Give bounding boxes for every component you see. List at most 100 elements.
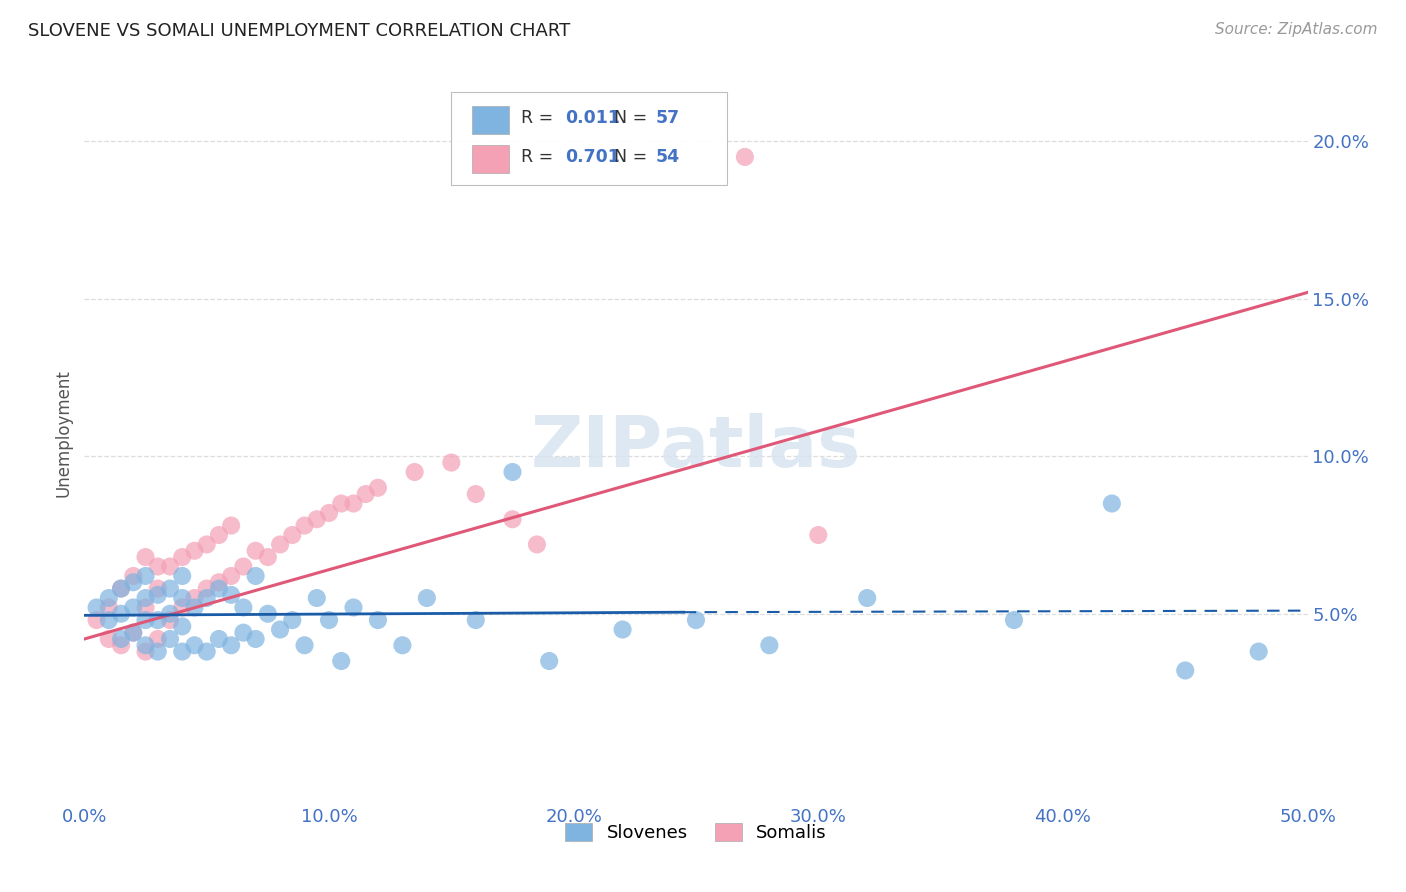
Text: 0.701: 0.701 [565,147,620,166]
Point [538,654,561,668]
Point [135,644,157,658]
Point [281,528,304,542]
Point [734,150,756,164]
Point [269,623,291,637]
Point [245,543,267,558]
Point [172,600,194,615]
Point [219,569,242,583]
FancyBboxPatch shape [451,92,727,185]
Point [146,613,169,627]
Point [135,550,157,565]
Point [122,625,145,640]
Point [269,537,291,551]
Point [208,582,231,596]
Point [219,518,242,533]
Point [367,613,389,627]
Point [685,613,707,627]
Point [97,600,120,615]
Text: 0.011: 0.011 [565,109,620,127]
Point [172,644,194,658]
Point [330,496,353,510]
Point [257,607,280,621]
Point [1101,496,1123,510]
Point [172,619,194,633]
Point [195,582,218,596]
Point [146,632,169,646]
Point [110,607,132,621]
Point [404,465,426,479]
Point [159,559,181,574]
Point [86,600,108,615]
Point [416,591,439,605]
Point [122,575,145,590]
Point [807,528,830,542]
Point [440,456,463,470]
Point [257,550,280,565]
Point [856,591,879,605]
Point [464,613,486,627]
Point [146,644,169,658]
Point [464,487,486,501]
Point [146,588,169,602]
Point [135,638,157,652]
Point [1247,644,1270,658]
Point [172,591,194,605]
Text: Source: ZipAtlas.com: Source: ZipAtlas.com [1215,22,1378,37]
Point [159,632,181,646]
Point [183,543,205,558]
Bar [472,106,509,135]
Point [330,654,353,668]
Point [342,496,364,510]
Point [245,569,267,583]
Text: ZIPatlas: ZIPatlas [531,413,860,482]
Point [122,569,145,583]
Point [122,625,145,640]
Point [305,512,328,526]
Legend: Slovenes, Somalis: Slovenes, Somalis [558,815,834,849]
Point [502,512,524,526]
Point [612,623,634,637]
Point [208,528,231,542]
Point [97,632,120,646]
Point [183,591,205,605]
Text: N =: N = [614,147,652,166]
Point [195,644,218,658]
Point [172,569,194,583]
Text: R =: R = [522,109,558,127]
Point [110,582,132,596]
Point [245,632,267,646]
Point [342,600,364,615]
Point [232,625,254,640]
Point [97,613,120,627]
Point [159,613,181,627]
Point [159,607,181,621]
Point [526,537,548,551]
Point [305,591,328,605]
Point [294,518,316,533]
Point [110,638,132,652]
Point [110,632,132,646]
Point [159,582,181,596]
Point [219,588,242,602]
Point [208,575,231,590]
Point [195,591,218,605]
Point [219,638,242,652]
Point [367,481,389,495]
Text: R =: R = [522,147,558,166]
Text: SLOVENE VS SOMALI UNEMPLOYMENT CORRELATION CHART: SLOVENE VS SOMALI UNEMPLOYMENT CORRELATI… [28,22,571,40]
Point [281,613,304,627]
Text: 54: 54 [655,147,679,166]
Y-axis label: Unemployment: Unemployment [55,368,73,497]
Point [110,582,132,596]
Point [232,600,254,615]
Point [86,613,108,627]
Point [135,591,157,605]
Point [97,591,120,605]
Point [391,638,413,652]
Point [135,600,157,615]
Bar [472,145,509,173]
Point [208,632,231,646]
Text: N =: N = [614,109,652,127]
Point [146,559,169,574]
Point [122,600,145,615]
